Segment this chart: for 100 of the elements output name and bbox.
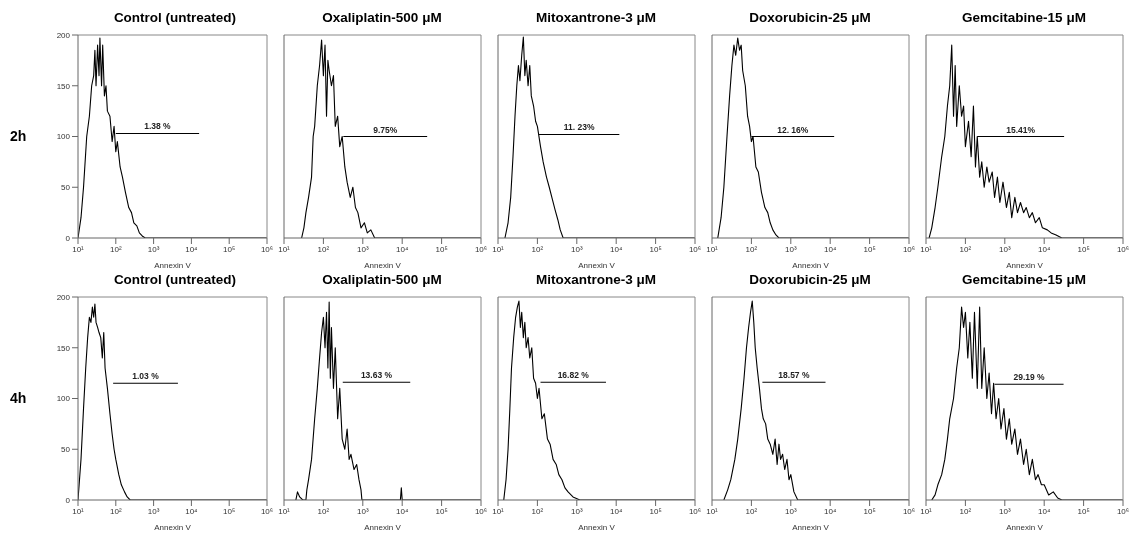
x-axis-title: Annexin V bbox=[154, 261, 192, 270]
y-tick-label: 50 bbox=[61, 445, 71, 455]
x-tick-label: 10¹ bbox=[706, 244, 719, 254]
annotation: 1.03 % bbox=[132, 371, 160, 382]
x-tick-label: 10⁴ bbox=[610, 506, 623, 516]
annotation: 13.63 % bbox=[360, 370, 393, 381]
x-tick-label: 10² bbox=[745, 506, 758, 516]
chart-title: Mitoxantrone-3 μM bbox=[535, 272, 657, 287]
y-tick-label: 150 bbox=[56, 81, 71, 91]
y-tick-label: 150 bbox=[56, 343, 71, 353]
x-tick-label: 10² bbox=[959, 506, 972, 516]
x-axis-title: Annexin V bbox=[1006, 523, 1044, 532]
annotation: 9.75% bbox=[373, 124, 398, 135]
x-tick-label: 10⁵ bbox=[649, 506, 662, 516]
y-tick-label: 50 bbox=[61, 183, 71, 193]
x-tick-label: 10⁵ bbox=[863, 506, 876, 516]
x-tick-label: 10² bbox=[531, 506, 544, 516]
x-tick-label: 10⁴ bbox=[610, 244, 623, 254]
x-tick-label: 10⁴ bbox=[185, 506, 199, 516]
y-tick-label: 200 bbox=[56, 30, 71, 40]
annotation: 16.82 % bbox=[557, 370, 590, 381]
chart-title: Mitoxantrone-3 μM bbox=[535, 10, 657, 25]
x-tick-label: 10⁶ bbox=[1116, 506, 1130, 516]
x-tick-label: 10¹ bbox=[72, 244, 85, 254]
x-tick-label: 10² bbox=[745, 244, 758, 254]
chart-title: Oxaliplatin-500 μM bbox=[321, 272, 443, 287]
chart-title: Oxaliplatin-500 μM bbox=[321, 10, 443, 25]
x-tick-label: 10³ bbox=[571, 244, 583, 254]
x-axis-title: Annexin V bbox=[1006, 261, 1044, 270]
annotation: 29.19 % bbox=[1013, 372, 1046, 383]
x-tick-label: 10³ bbox=[147, 244, 160, 254]
x-axis-title: Annexin V bbox=[364, 261, 402, 270]
chart-title: Doxorubicin-25 μM bbox=[748, 272, 872, 287]
x-tick-label: 10⁵ bbox=[223, 244, 236, 254]
x-axis-title: Annexin V bbox=[154, 523, 192, 532]
x-tick-label: 10⁶ bbox=[688, 506, 702, 516]
x-tick-label: 10¹ bbox=[72, 506, 85, 516]
x-tick-label: 10⁵ bbox=[223, 506, 236, 516]
x-axis-title: Annexin V bbox=[578, 523, 616, 532]
x-tick-label: 10⁶ bbox=[474, 244, 488, 254]
chart-title: Control (untreated) bbox=[112, 10, 238, 25]
x-tick-label: 10⁶ bbox=[902, 244, 916, 254]
x-tick-label: 10³ bbox=[357, 244, 369, 254]
y-axis-title: 2h bbox=[10, 128, 27, 145]
annotation: 1.38 % bbox=[144, 121, 172, 132]
annotation: 15.41% bbox=[1006, 124, 1036, 135]
annotation: 11. 23% bbox=[563, 122, 595, 133]
x-tick-label: 10⁵ bbox=[1077, 506, 1090, 516]
annotation: 18.57 % bbox=[778, 370, 810, 381]
x-tick-label: 10⁴ bbox=[396, 244, 409, 254]
x-axis-title: Annexin V bbox=[578, 261, 616, 270]
x-tick-label: 10¹ bbox=[706, 506, 719, 516]
x-axis-title: Annexin V bbox=[364, 523, 402, 532]
x-tick-label: 10⁴ bbox=[1038, 244, 1051, 254]
y-tick-label: 200 bbox=[56, 292, 71, 302]
x-tick-label: 10² bbox=[110, 506, 122, 516]
x-tick-label: 10² bbox=[317, 506, 330, 516]
x-tick-label: 10⁵ bbox=[863, 244, 876, 254]
x-tick-label: 10⁵ bbox=[649, 244, 662, 254]
y-axis-title: 4h bbox=[10, 390, 27, 407]
x-tick-label: 10¹ bbox=[920, 506, 933, 516]
x-tick-label: 10¹ bbox=[278, 506, 291, 516]
x-tick-label: 10⁴ bbox=[1038, 506, 1051, 516]
x-tick-label: 10³ bbox=[999, 244, 1011, 254]
x-tick-label: 10² bbox=[531, 244, 544, 254]
x-tick-label: 10² bbox=[959, 244, 972, 254]
x-tick-label: 10² bbox=[317, 244, 330, 254]
x-tick-label: 10³ bbox=[147, 506, 160, 516]
x-tick-label: 10⁶ bbox=[260, 506, 274, 516]
annotation: 12. 16% bbox=[777, 124, 809, 135]
chart-title: Gemcitabine-15 μM bbox=[961, 272, 1087, 287]
x-tick-label: 10⁴ bbox=[824, 244, 837, 254]
y-tick-label: 100 bbox=[56, 394, 71, 404]
x-tick-label: 10⁴ bbox=[396, 506, 409, 516]
x-tick-label: 10⁶ bbox=[474, 506, 488, 516]
x-tick-label: 10⁴ bbox=[185, 244, 199, 254]
x-tick-label: 10¹ bbox=[492, 244, 505, 254]
chart-title: Gemcitabine-15 μM bbox=[961, 10, 1087, 25]
x-axis-title: Annexin V bbox=[792, 523, 830, 532]
x-tick-label: 10⁵ bbox=[1077, 244, 1090, 254]
x-tick-label: 10⁶ bbox=[260, 244, 274, 254]
y-tick-label: 0 bbox=[65, 233, 71, 243]
y-tick-label: 0 bbox=[65, 495, 71, 505]
x-tick-label: 10³ bbox=[785, 244, 797, 254]
x-tick-label: 10² bbox=[110, 244, 122, 254]
x-tick-label: 10³ bbox=[571, 506, 583, 516]
x-tick-label: 10¹ bbox=[278, 244, 291, 254]
x-tick-label: 10¹ bbox=[492, 506, 505, 516]
x-tick-label: 10⁵ bbox=[435, 506, 448, 516]
x-axis-title: Annexin V bbox=[792, 261, 830, 270]
x-tick-label: 10⁶ bbox=[902, 506, 916, 516]
y-tick-label: 100 bbox=[56, 132, 71, 142]
x-tick-label: 10³ bbox=[357, 506, 369, 516]
x-tick-label: 10⁵ bbox=[435, 244, 448, 254]
x-tick-label: 10³ bbox=[785, 506, 797, 516]
x-tick-label: 10³ bbox=[999, 506, 1011, 516]
x-tick-label: 10⁶ bbox=[688, 244, 702, 254]
chart-title: Control (untreated) bbox=[112, 272, 238, 287]
x-tick-label: 10¹ bbox=[920, 244, 933, 254]
x-tick-label: 10⁶ bbox=[1116, 244, 1130, 254]
